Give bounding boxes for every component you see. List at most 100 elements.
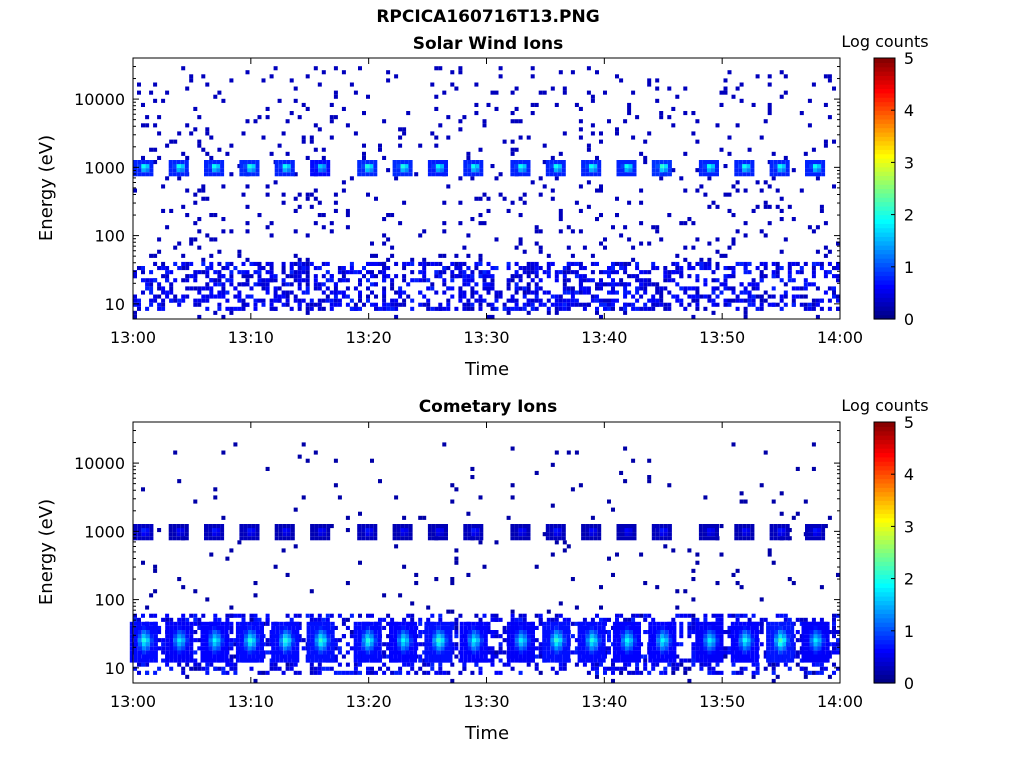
burst-cell [180,172,185,177]
burst-cell [251,654,256,659]
bg-cell [177,176,182,181]
burst-cell [361,625,366,630]
band-cell [478,302,483,307]
band-cell [149,278,154,283]
band-cell [832,625,836,630]
burst-cell [278,524,283,529]
burst-cell [742,524,747,529]
band-cell [478,306,483,311]
burst-cell [531,654,535,659]
band-cell [317,282,322,287]
burst-cell [239,638,244,643]
bg-cell [285,119,290,124]
band-cell [779,613,784,618]
burst-cell [295,621,300,626]
band-cell [562,302,567,307]
bg-cell [269,74,274,79]
burst-cell [667,160,672,165]
band-cell [823,666,828,671]
band-cell [683,658,688,663]
burst-cell [137,528,142,533]
burst-cell [711,536,715,541]
burst-cell [550,654,555,659]
burst-cell [397,658,402,663]
burst-cell [448,625,453,630]
band-cell [422,270,427,275]
burst-cell [510,172,515,177]
burst-cell [715,528,719,533]
panel1-y-label: Energy (eV) [36,135,57,241]
burst-cell [260,625,264,630]
burst-cell [255,650,260,655]
bg-cell [803,499,808,504]
burst-cell [177,658,182,663]
band-cell [337,638,342,643]
band-cell [498,617,503,622]
burst-cell [286,528,291,533]
bg-cell [731,94,736,99]
burst-cell [274,164,279,169]
burst-cell [404,168,409,173]
burst-cell [189,625,194,630]
burst-cell [409,634,414,639]
burst-cell [518,528,523,533]
band-cell [631,617,636,622]
burst-cell [326,528,331,533]
bg-cell [755,180,760,185]
burst-cell [479,172,484,177]
bg-cell [317,127,322,132]
band-cell [615,666,619,671]
burst-cell [769,536,774,541]
band-cell [193,298,198,303]
burst-cell [133,621,138,626]
burst-cell [612,630,617,635]
bg-cell [590,94,595,99]
band-cell [494,306,499,311]
burst-cell [514,658,519,663]
band-cell [177,662,182,667]
band-cell [663,274,668,279]
burst-cell [667,528,672,533]
band-cell [366,613,370,618]
burst-cell [581,524,586,529]
band-cell [795,261,800,266]
bg-cell [832,184,836,189]
burst-cell [550,621,555,626]
band-cell [193,274,198,279]
burst-cell [369,646,374,651]
burst-cell [475,630,480,635]
band-cell [675,613,680,618]
bg-cell [655,585,660,590]
bg-cell [193,666,198,671]
burst-cell [373,625,378,630]
band-cell [281,261,286,266]
burst-cell [291,642,296,647]
burst-cell [428,638,433,643]
burst-cell [133,634,138,639]
band-cell [418,290,423,295]
burst-cell [287,654,292,659]
burst-cell [655,168,660,173]
bg-cell [281,131,286,136]
band-cell [133,294,137,299]
bg-cell [639,241,644,246]
burst-cell [314,634,319,639]
band-cell [185,266,190,271]
burst-cell [440,172,444,177]
burst-cell [141,658,146,663]
burst-cell [698,168,703,173]
burst-cell [181,625,186,630]
burst-cell [444,638,449,643]
burst-cell [809,528,813,533]
bg-cell [522,290,527,295]
burst-cell [526,524,531,529]
burst-cell [239,634,244,639]
bg-cell [297,192,302,197]
band-cell [759,278,764,283]
burst-cell [620,536,625,541]
band-cell [566,278,571,283]
burst-cell [243,528,248,533]
band-cell [747,302,752,307]
burst-cell [522,168,527,173]
band-cell [651,261,656,266]
